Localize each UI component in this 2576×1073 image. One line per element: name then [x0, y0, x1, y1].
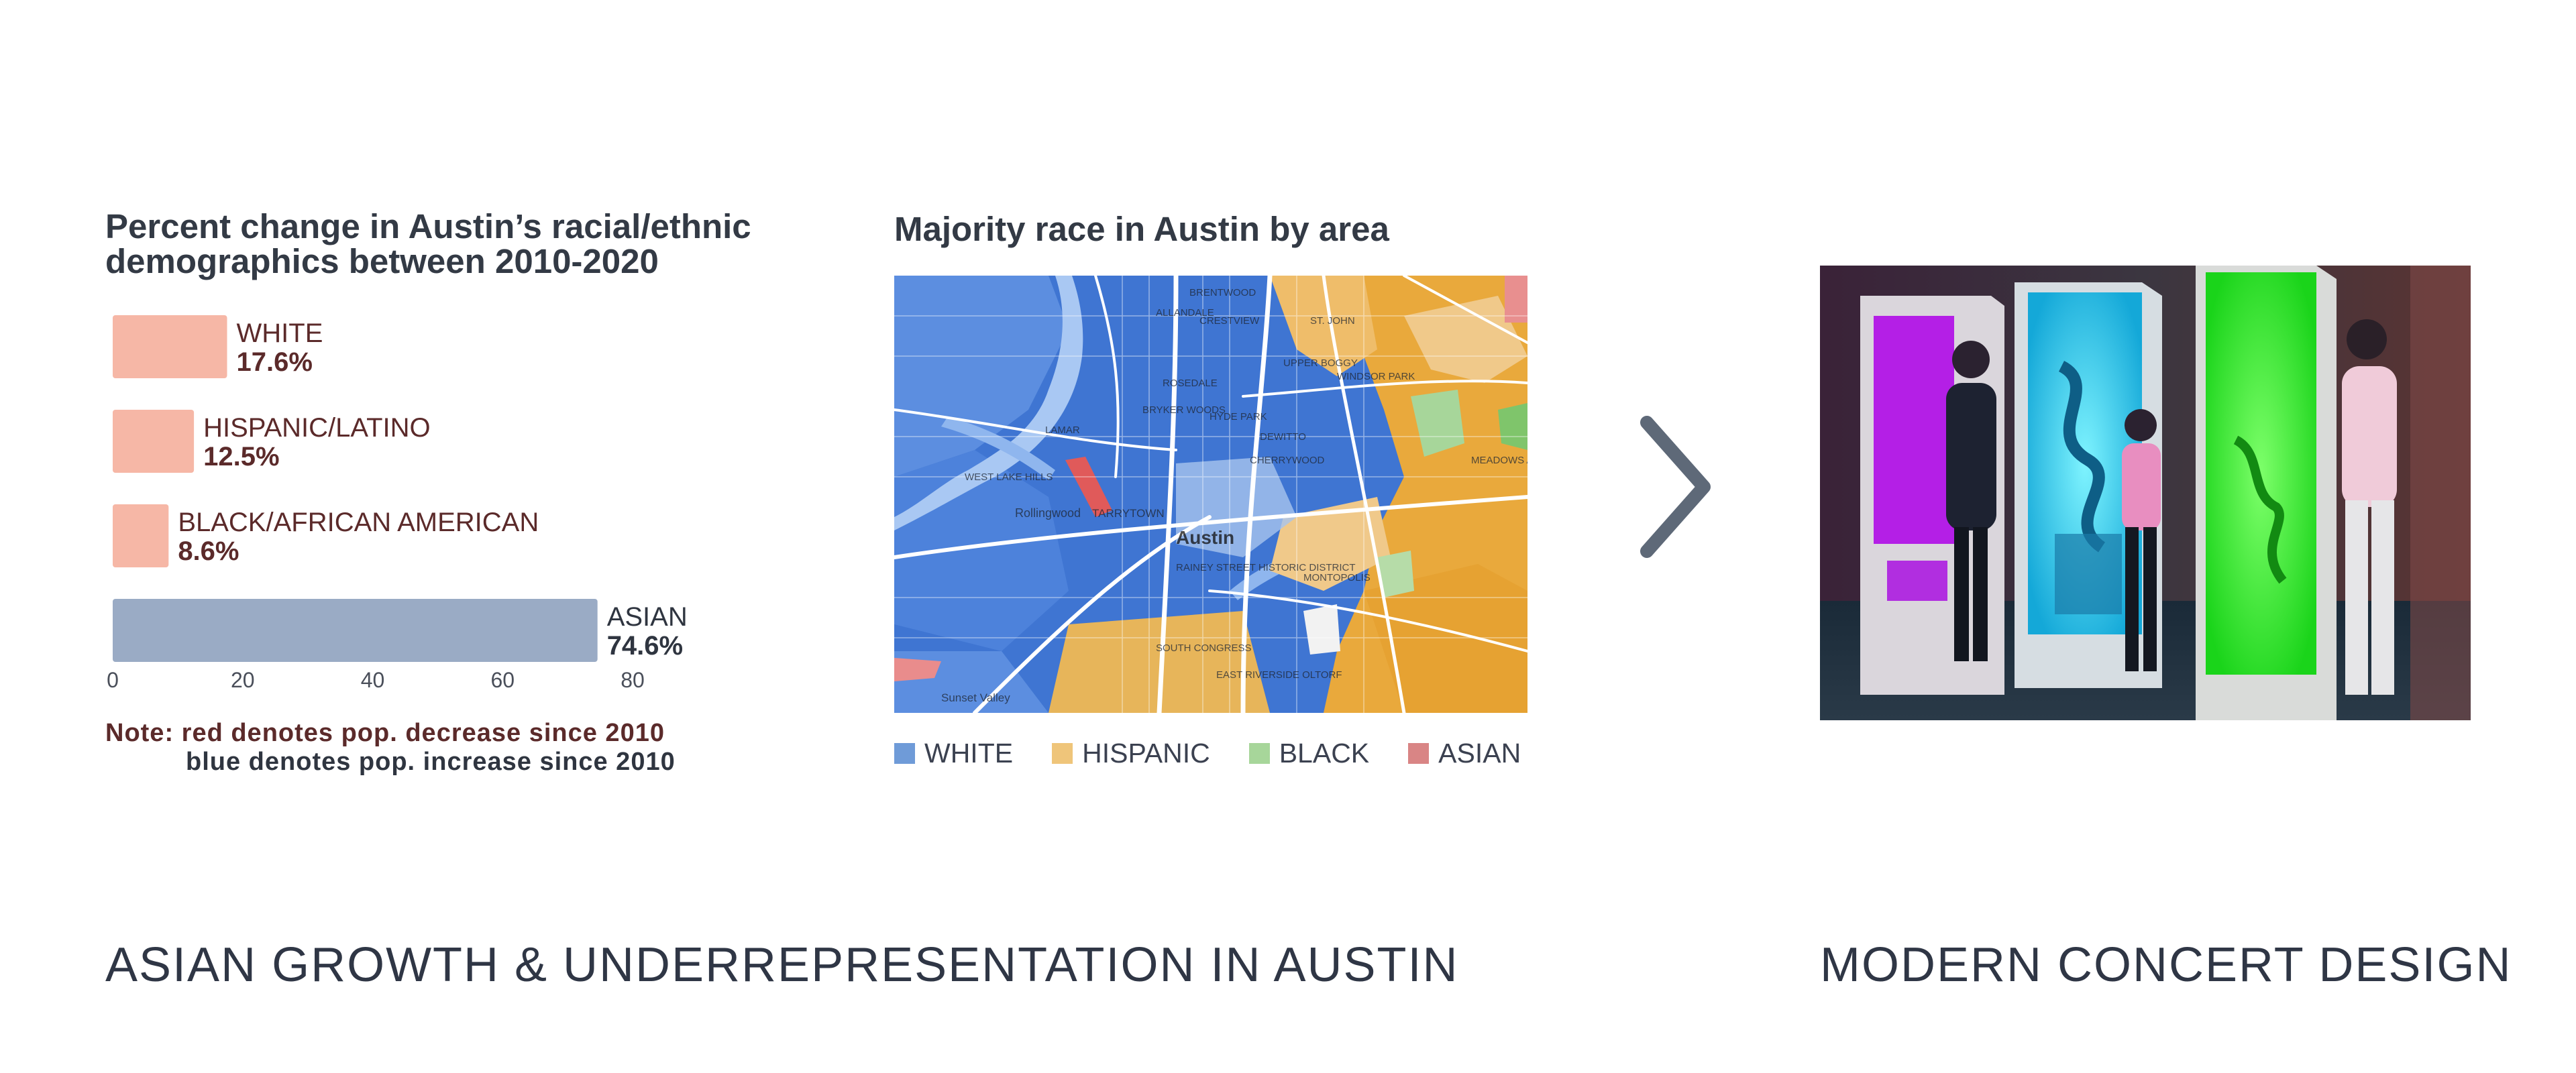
- map-label: CHERRYWOOD: [1250, 455, 1325, 466]
- map-label: EAST RIVERSIDE OLTORF: [1216, 669, 1342, 681]
- bar: [113, 599, 598, 662]
- map-label: SOUTH CONGRESS: [1156, 642, 1252, 654]
- chart-title: Percent change in Austin’s racial/ethnic…: [105, 207, 751, 280]
- map-label: ST. JOHN: [1310, 315, 1355, 327]
- map-city-label: Austin: [1176, 527, 1234, 548]
- map-label: UPPER BOGGY: [1283, 357, 1358, 369]
- legend-label: HISPANIC: [1082, 738, 1210, 769]
- map-label: ALLANDALE: [1156, 307, 1214, 319]
- chart-note: Note: red denotes pop. decrease since 20…: [105, 719, 676, 777]
- legend-item: ASIAN: [1408, 738, 1521, 769]
- map-label: DEWITTO: [1260, 431, 1306, 443]
- legend-swatch: [894, 743, 915, 764]
- map-legend: WHITE HISPANIC BLACK ASIAN: [894, 738, 1521, 769]
- legend-item: BLACK: [1248, 738, 1370, 769]
- legend-swatch: [1408, 743, 1430, 764]
- legend-label: ASIAN: [1438, 738, 1521, 769]
- x-tick-label: 80: [621, 668, 645, 692]
- map-label: RAINEY STREET HISTORIC DISTRICT: [1176, 562, 1356, 573]
- x-tick-label: 40: [361, 668, 385, 692]
- map-label: BRENTWOOD: [1189, 287, 1256, 298]
- x-tick-label: 20: [231, 668, 255, 692]
- map-label: WINDSOR PARK: [1337, 371, 1415, 382]
- legend-swatch: [1248, 743, 1270, 764]
- note-increase: blue denotes pop. increase since 2010: [186, 748, 676, 776]
- concert-photo: [1820, 266, 2471, 720]
- bar-category-label: ASIAN: [607, 602, 688, 632]
- bar: [113, 504, 169, 567]
- legend-item: WHITE: [894, 738, 1013, 769]
- map-label: CRESTVIEW: [1199, 315, 1260, 327]
- bar-category-label: BLACK/AFRICAN AMERICAN: [178, 508, 539, 537]
- map-label: HYDE PARK: [1210, 411, 1267, 422]
- bar-value-label: 12.5%: [203, 442, 279, 471]
- bar-category-label: HISPANIC/LATINO: [203, 413, 431, 443]
- map-label: Rollingwood: [1015, 506, 1081, 520]
- map-label: LAMAR: [1045, 425, 1080, 436]
- map-label: ROSEDALE: [1163, 378, 1218, 389]
- x-tick-label: 0: [107, 668, 119, 692]
- legend-swatch: [1052, 743, 1073, 764]
- note-decrease: Note: red denotes pop. decrease since 20…: [105, 719, 665, 747]
- map-label: BRYKER WOODS: [1142, 404, 1226, 416]
- legend-label: BLACK: [1279, 738, 1370, 769]
- austin-race-map: BRENTWOOD CRESTVIEW ALLANDALE ST. JOHN R…: [894, 276, 1527, 713]
- map-label: WEST LAKE HILLS: [965, 471, 1053, 483]
- bar: [113, 410, 195, 473]
- map-label: TARRYTOWN: [1092, 507, 1165, 520]
- map-title: Majority race in Austin by area: [894, 210, 1389, 248]
- bar: [113, 315, 227, 378]
- bar-category-label: WHITE: [237, 319, 323, 348]
- caption-left: ASIAN GROWTH & UNDERREPRESENTATION IN AU…: [105, 938, 1459, 992]
- legend-item: HISPANIC: [1052, 738, 1210, 769]
- map-label: MONTOPOLIS: [1303, 572, 1371, 583]
- bar-value-label: 74.6%: [607, 631, 683, 661]
- caption-right: MODERN CONCERT DESIGN: [1820, 938, 2512, 992]
- bar-value-label: 17.6%: [237, 347, 313, 377]
- map-label: Sunset Valley: [941, 691, 1010, 704]
- bar-value-label: 8.6%: [178, 536, 239, 566]
- map-label: MEADOWS AT TRINITY CROSSING: [1471, 455, 1527, 466]
- chevron-right-icon[interactable]: [1637, 414, 1717, 562]
- x-tick-label: 60: [490, 668, 515, 692]
- legend-label: WHITE: [924, 738, 1014, 769]
